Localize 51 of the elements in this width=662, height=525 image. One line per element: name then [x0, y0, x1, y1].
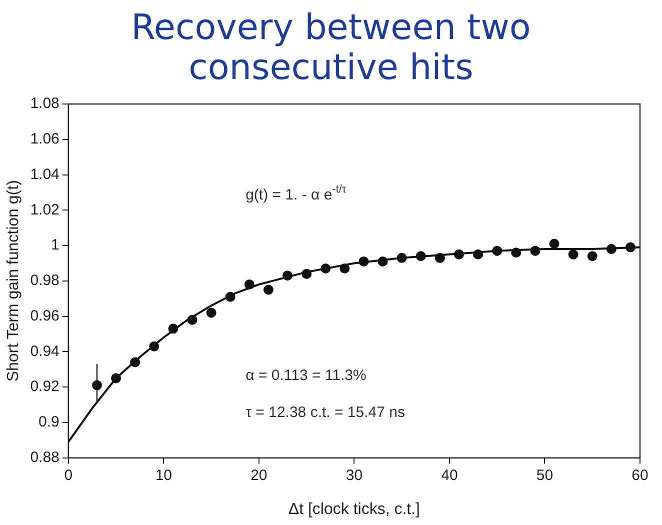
point — [206, 308, 216, 318]
point — [454, 249, 464, 260]
point — [187, 314, 198, 325]
y-tick-label: 1.04 — [30, 166, 60, 183]
point — [492, 246, 502, 256]
annotation: α = 0.113 = 11.3% — [246, 366, 366, 384]
annotation: τ = 12.38 c.t. = 15.47 ns — [246, 404, 405, 422]
y-tick-label: 0.88 — [30, 448, 60, 466]
y-tick-label: 0.96 — [30, 307, 60, 324]
point — [263, 284, 274, 295]
point — [358, 256, 369, 266]
y-tick-label: 1.08 — [30, 95, 60, 112]
point — [416, 251, 426, 262]
point — [378, 256, 388, 266]
point — [244, 279, 254, 290]
x-tick-label: 10 — [155, 466, 172, 484]
point — [149, 341, 160, 352]
x-axis-title: Δt [clock ticks, c.t.] — [288, 500, 420, 518]
point — [473, 249, 484, 260]
y-tick-label: 0.94 — [30, 342, 60, 360]
y-tick-label: 0.98 — [30, 272, 60, 290]
y-tick-label: 1 — [51, 236, 60, 254]
point — [568, 249, 578, 260]
x-tick-label: 40 — [441, 466, 458, 484]
point — [530, 246, 540, 256]
chart-title: Recovery between two consecutive hits — [130, 7, 532, 90]
point — [606, 244, 616, 254]
point — [396, 252, 407, 263]
x-tick-label: 50 — [536, 466, 554, 484]
point — [320, 264, 331, 274]
y-tick-label: 0.9 — [38, 414, 60, 431]
y-axis-title: Short Term gain function g(t) — [5, 180, 22, 382]
y-tick-label: 1.02 — [30, 201, 60, 218]
x-tick-label: 0 — [64, 466, 73, 484]
x-tick-label: 30 — [346, 466, 363, 484]
x-tick-label: 20 — [250, 466, 268, 484]
point — [549, 238, 560, 249]
point — [302, 268, 312, 279]
point — [625, 242, 636, 252]
point — [111, 373, 122, 384]
point — [225, 292, 236, 302]
point — [340, 264, 350, 274]
y-tick-label: 0.92 — [30, 378, 60, 396]
point — [130, 357, 140, 368]
point — [434, 252, 445, 263]
point — [168, 324, 178, 334]
point — [282, 270, 293, 281]
point — [587, 251, 598, 262]
point — [511, 248, 522, 258]
x-tick-label: 60 — [632, 466, 648, 484]
y-tick-label: 1.06 — [30, 130, 60, 148]
